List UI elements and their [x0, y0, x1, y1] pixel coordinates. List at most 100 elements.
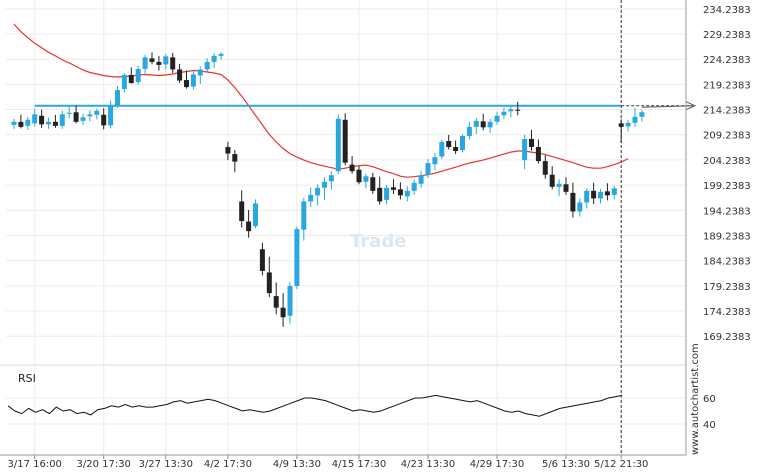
candle [480, 113, 486, 131]
rsi-tick-label: 60 [703, 394, 716, 405]
candle-body [563, 184, 569, 192]
candle-body [66, 112, 72, 114]
candle-body [611, 188, 617, 195]
candles [11, 52, 645, 327]
candle-body [211, 55, 217, 62]
candle-body [549, 174, 555, 187]
candle-body [273, 296, 279, 308]
candle-body [315, 187, 321, 196]
candle [177, 63, 183, 84]
y-tick-label: 229.2383 [703, 30, 751, 41]
candle [584, 188, 590, 209]
candle [52, 114, 58, 128]
candle-body [87, 114, 93, 117]
candle-body [446, 140, 452, 148]
candle [349, 156, 355, 174]
x-tick-label: 5/12 21:30 [594, 459, 648, 470]
candle-body [632, 116, 638, 123]
candle-body [204, 61, 210, 70]
candle-body [80, 117, 86, 121]
watermark-text: Trade [350, 231, 406, 252]
candle-body [218, 53, 224, 56]
candle [87, 110, 93, 122]
candle-body [542, 161, 548, 175]
candle-body [115, 90, 120, 106]
candle-body [363, 176, 369, 182]
candle [577, 198, 583, 217]
candle-body [432, 157, 438, 165]
candle-body [108, 105, 114, 126]
candle [432, 153, 438, 171]
candle-body [384, 187, 390, 200]
candle-body [342, 119, 348, 163]
candle-body [349, 164, 355, 172]
candle-body [32, 114, 38, 124]
candle-body [487, 121, 493, 128]
candle [466, 121, 472, 140]
x-tick-label: 4/15 17:30 [332, 459, 386, 470]
candle [598, 188, 603, 204]
candle [315, 184, 321, 206]
candle-body [591, 190, 597, 199]
candle-body [135, 68, 141, 83]
candle [197, 66, 203, 85]
candle [342, 113, 348, 166]
candle [287, 281, 293, 324]
candle [115, 86, 120, 108]
candle [356, 165, 362, 185]
candle [618, 119, 624, 143]
candle [391, 179, 396, 194]
candle [446, 134, 452, 150]
candle [556, 179, 562, 196]
candle-body [522, 138, 528, 161]
candle-body [25, 119, 31, 126]
candle [121, 72, 127, 93]
candle-body [142, 57, 148, 69]
candle-body [466, 126, 472, 136]
candle-body [308, 194, 314, 202]
candle [46, 117, 51, 129]
candle [225, 141, 231, 161]
candle [39, 109, 45, 128]
candle-body [577, 202, 583, 212]
candle [473, 117, 479, 134]
candle-body [149, 58, 155, 62]
candle-body [625, 122, 631, 127]
candle [418, 170, 424, 188]
y-tick-label: 199.2383 [703, 181, 751, 192]
candle-body [52, 121, 58, 126]
candle-body [253, 203, 258, 227]
candle-body [328, 175, 334, 182]
candle [184, 70, 189, 89]
candle-body [370, 177, 376, 191]
candle-body [73, 112, 79, 122]
price-grid [0, 0, 686, 455]
candle [266, 256, 272, 298]
candle [508, 105, 514, 118]
candle [563, 177, 569, 195]
candle [377, 176, 383, 205]
candle [542, 155, 548, 179]
candle [439, 139, 445, 160]
y-tick-label: 174.2383 [703, 307, 751, 318]
candle-body [322, 181, 327, 188]
candle [66, 106, 72, 119]
candle [190, 71, 196, 90]
candle [18, 114, 24, 129]
candle-body [11, 121, 17, 125]
candle [611, 185, 617, 200]
candle-body [39, 115, 45, 125]
rsi-panel: 60 40 [6, 394, 716, 431]
candle-body [356, 169, 362, 183]
candle [404, 186, 410, 202]
candle-body [570, 192, 576, 212]
candle [273, 282, 279, 315]
candle [591, 182, 597, 204]
candle [522, 134, 528, 170]
projection-arrowhead [685, 101, 697, 111]
vertical-credit: www.autochartist.com [690, 343, 701, 455]
x-tick-label: 4/23 13:30 [401, 459, 455, 470]
candle [453, 140, 459, 155]
x-tick-label: 3/27 13:30 [139, 459, 193, 470]
